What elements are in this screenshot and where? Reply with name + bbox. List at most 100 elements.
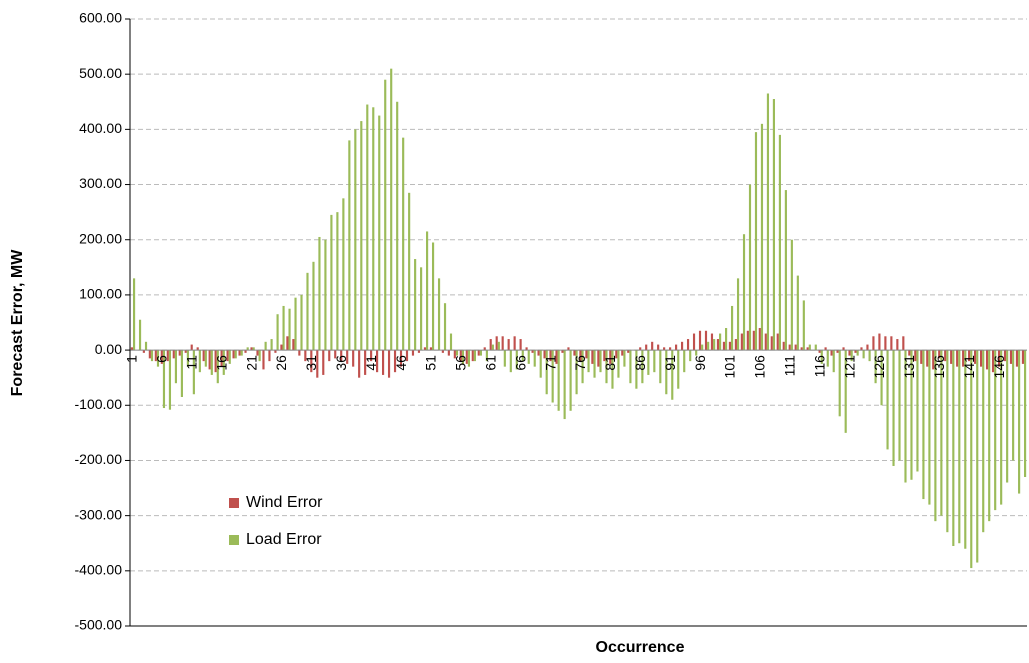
bar — [736, 278, 740, 351]
x-tick-label: 36 — [333, 355, 349, 371]
bar — [677, 350, 680, 389]
bar — [979, 350, 983, 367]
bar — [609, 350, 612, 364]
bar — [527, 350, 530, 364]
bar — [695, 350, 698, 356]
bar — [710, 333, 714, 351]
bar — [844, 350, 847, 433]
bar — [405, 350, 409, 362]
bar — [704, 330, 708, 351]
bar — [890, 336, 893, 351]
x-tick-label: 126 — [871, 355, 887, 379]
bar — [509, 350, 512, 373]
bar — [770, 336, 773, 351]
bar — [832, 350, 835, 373]
legend-label: Wind Error — [246, 494, 323, 511]
bar — [519, 339, 522, 351]
bar — [168, 350, 172, 410]
bar — [689, 350, 692, 362]
bar — [800, 347, 803, 351]
bar — [653, 350, 656, 373]
bar — [390, 68, 393, 351]
bar — [387, 350, 391, 378]
bar — [669, 347, 672, 351]
bar — [621, 350, 624, 356]
bar — [772, 99, 776, 351]
bar — [868, 350, 871, 362]
bar — [515, 350, 518, 370]
bar — [166, 350, 169, 362]
bar — [393, 350, 397, 373]
bar — [573, 350, 576, 356]
bar — [240, 350, 243, 356]
bar — [647, 350, 650, 375]
bar — [402, 137, 405, 351]
bar — [294, 297, 297, 351]
bar — [144, 341, 148, 351]
bar — [746, 330, 749, 351]
bar — [178, 350, 181, 356]
bar — [537, 350, 540, 356]
x-tick-label: 31 — [303, 355, 319, 371]
bar — [471, 350, 474, 362]
bar — [378, 115, 381, 351]
bar — [938, 350, 941, 359]
bar — [477, 350, 480, 356]
bar — [898, 350, 901, 461]
bar — [910, 350, 913, 480]
bar — [292, 339, 295, 351]
bar — [617, 350, 620, 378]
bar — [172, 350, 175, 359]
bar — [914, 350, 917, 362]
bar — [567, 347, 570, 351]
bar — [675, 344, 678, 351]
bar — [591, 350, 594, 364]
bar — [210, 350, 213, 375]
bar — [495, 336, 498, 351]
bar — [226, 350, 229, 362]
bar — [976, 350, 979, 563]
bar — [754, 132, 758, 351]
bar — [348, 140, 351, 351]
x-tick-label: 51 — [423, 355, 439, 371]
bar — [503, 350, 506, 367]
bar — [814, 344, 817, 351]
bar — [627, 350, 630, 353]
bar — [1018, 350, 1021, 494]
bar — [730, 305, 734, 351]
bar — [381, 350, 385, 375]
bar — [968, 350, 971, 362]
bar — [587, 350, 590, 373]
bar — [162, 350, 166, 409]
bar — [441, 350, 444, 353]
x-tick-label: 1 — [124, 355, 140, 363]
bar — [370, 350, 373, 362]
bar — [824, 347, 827, 351]
bar — [904, 350, 907, 483]
bar — [878, 333, 881, 351]
bar — [180, 350, 183, 397]
bar — [184, 350, 187, 353]
bar — [862, 350, 865, 359]
bar — [288, 308, 291, 351]
y-tick-label: -500.00 — [75, 617, 123, 633]
bar — [154, 350, 157, 362]
bar — [426, 231, 429, 351]
bar — [543, 350, 546, 359]
bar — [420, 267, 423, 351]
bar — [264, 341, 267, 351]
bar — [728, 341, 731, 351]
bar — [160, 350, 163, 364]
bar — [491, 344, 494, 351]
x-tick-label: 41 — [363, 355, 379, 371]
bar — [467, 350, 471, 367]
bar — [820, 350, 823, 364]
bar — [358, 350, 361, 378]
bar — [453, 350, 456, 359]
bar — [250, 347, 253, 351]
bar — [483, 347, 486, 351]
bar — [501, 336, 504, 351]
x-tick-label: 46 — [393, 355, 409, 371]
bar — [892, 350, 895, 466]
